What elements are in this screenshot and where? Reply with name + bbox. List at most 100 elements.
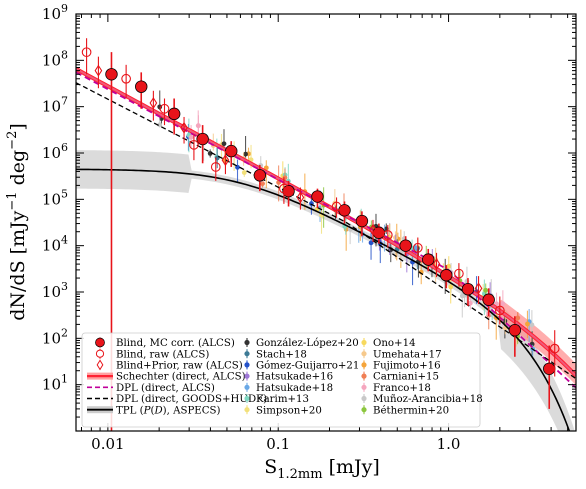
dpl-goods-curve: [76, 82, 576, 380]
legend-label: Franco+18: [373, 383, 431, 394]
literature-point: [525, 321, 530, 327]
legend-entry-literature: Béthermin+20: [361, 404, 449, 416]
tpl-uncertainty-band: [76, 150, 575, 431]
legend-entry-literature: Ono+14: [361, 338, 416, 349]
x-tick-label: 0.01: [91, 435, 124, 453]
legend-entry-literature: Simpson+20: [244, 405, 322, 416]
alcs-data-points: [81, 38, 560, 431]
legend-label: Blind, MC corr. (ALCS): [116, 337, 235, 349]
legend-label: Hatsukade+18: [256, 383, 333, 394]
data-point-prior: [296, 191, 305, 204]
literature-point: [260, 181, 265, 187]
literature-point: [241, 170, 247, 175]
data-point-prior: [432, 258, 441, 271]
data-point-prior: [149, 96, 158, 110]
x-axis-title: S1.2mm [mJy]: [264, 456, 380, 482]
legend: Blind, MC corr. (ALCS)Blind, raw (ALCS)B…: [81, 332, 483, 428]
literature-point: [196, 123, 201, 129]
data-point-raw: [382, 230, 393, 240]
data-point-prior: [474, 282, 483, 295]
legend-label: Umehata+17: [373, 349, 442, 360]
data-point-raw: [331, 201, 342, 212]
data-point-mc-corr: [167, 107, 181, 121]
y-tick-label: 101: [42, 373, 68, 394]
literature-point: [500, 301, 506, 307]
y-tick-label: 105: [42, 187, 68, 208]
data-point-prior: [94, 64, 103, 77]
axis-ticks: 0.01 0.1 1.0 101 102 103 104 105 106 107 108 109: [42, 2, 576, 453]
legend-label: Gómez-Guijarro+21: [256, 360, 359, 372]
literature-point: [413, 245, 418, 251]
legend-label: Ono+14: [373, 338, 416, 349]
data-point-mc-corr: [461, 282, 475, 296]
data-point-raw: [159, 103, 170, 114]
data-point-raw: [210, 162, 221, 172]
literature-point: [483, 287, 489, 293]
legend-label: Muñoz-Arancibia+18: [373, 393, 483, 405]
literature-point: [188, 134, 194, 140]
legend-entry-literature: Franco+18: [361, 382, 431, 394]
data-point-mc-corr: [105, 68, 118, 81]
legend-label: Béthermin+20: [373, 404, 449, 416]
y-tick-label: 108: [42, 48, 68, 69]
data-point-mc-corr: [253, 169, 267, 182]
data-point-mc-corr: [196, 132, 209, 146]
x-tick-label: 1.0: [437, 435, 461, 453]
literature-point: [221, 141, 227, 147]
legend-label: DPL (direct, GOODS+HUDF): [116, 393, 267, 405]
data-point-prior: [221, 154, 230, 167]
data-point-mc-corr: [508, 323, 522, 337]
legend-entry-literature: Umehata+17: [361, 349, 442, 360]
legend-entry-literature: González-López+20: [244, 337, 359, 349]
data-point-mc-corr: [482, 293, 495, 306]
legend-label: González-López+20: [256, 337, 359, 349]
data-point-mc-corr: [399, 239, 412, 252]
y-tick-label: 106: [42, 141, 68, 162]
literature-point: [529, 322, 535, 328]
data-point-mc-corr: [355, 214, 369, 228]
legend-entry-literature: Hatsukade+18: [244, 382, 333, 394]
legend-entry: DPL (direct, GOODS+HUDF): [87, 393, 267, 405]
data-point-raw: [121, 73, 131, 84]
legend-entry: TPL (P(D), ASPECS): [87, 404, 221, 416]
model-curves: [76, 67, 576, 431]
y-axis-title: dN/dS [mJy−1 deg−2]: [5, 123, 29, 321]
legend-label: Blind, raw (ALCS): [116, 348, 209, 360]
legend-entry: DPL (direct, ALCS): [87, 382, 215, 394]
y-tick-label: 103: [42, 280, 68, 301]
legend-entry: Blind+Prior, raw (ALCS): [96, 359, 243, 372]
x-tick-label: 0.1: [266, 435, 290, 453]
legend-label: DPL (direct, ALCS): [116, 382, 215, 394]
data-point-prior: [369, 223, 377, 236]
legend-entry-literature: Hatsukade+16: [244, 371, 333, 383]
plot-frame: [75, 13, 577, 432]
literature-point: [368, 240, 374, 246]
literature-point: [157, 122, 163, 128]
legend-label: Hatsukade+16: [256, 372, 333, 383]
data-point-raw: [189, 139, 199, 150]
legend-entry-literature: Carniani+15: [361, 371, 439, 383]
data-point-raw: [81, 47, 92, 58]
legend-label: TPL (P(D), ASPECS): [116, 404, 221, 416]
legend-label: Karim+13: [256, 394, 309, 405]
legend-entry-literature: Stach+18: [244, 349, 307, 360]
data-point-mc-corr: [422, 253, 435, 266]
legend-entry-literature: Karim+13: [244, 394, 309, 405]
legend-entry: Schechter (direct, ALCS): [87, 371, 246, 383]
legend-label: Simpson+20: [256, 405, 322, 416]
legend-entry: Blind, MC corr. (ALCS): [95, 337, 235, 349]
literature-point: [446, 263, 452, 269]
data-point-mc-corr: [282, 184, 295, 198]
legend-entry-literature: Gómez-Guijarro+21: [244, 360, 359, 372]
data-point-raw: [494, 305, 505, 316]
literature-points: [157, 90, 536, 358]
tpl-curve: [76, 168, 571, 431]
legend-entry-literature: Muñoz-Arancibia+18: [361, 393, 483, 405]
data-point-mc-corr: [135, 80, 148, 93]
literature-point: [448, 284, 454, 290]
literature-point: [467, 300, 473, 306]
legend-label: Schechter (direct, ALCS): [116, 371, 246, 383]
data-point-raw: [412, 242, 423, 253]
data-point-mc-corr: [440, 269, 453, 282]
